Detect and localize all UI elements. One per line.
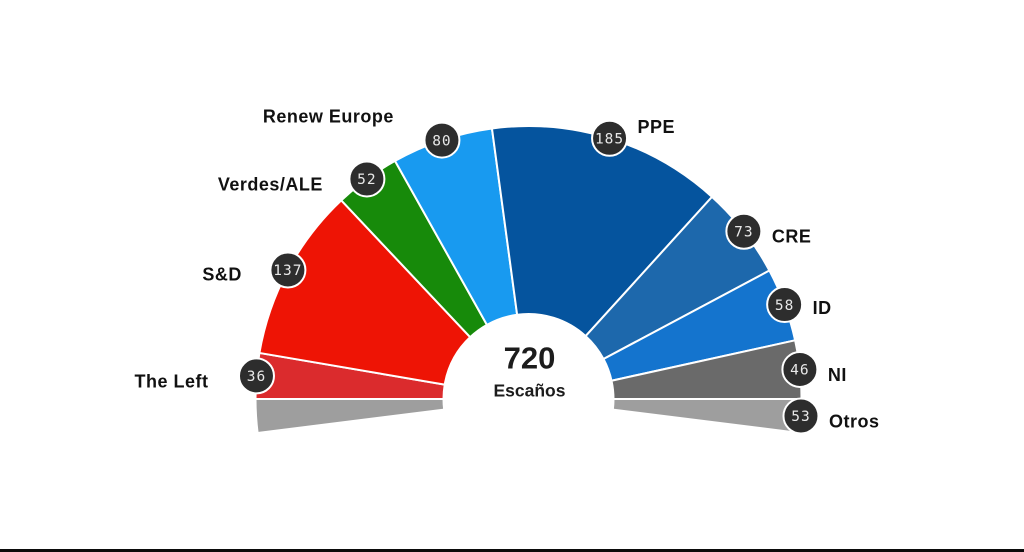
party-label-renew-europe: Renew Europe bbox=[263, 107, 394, 127]
seat-badge-id bbox=[766, 286, 804, 324]
party-label-verdes-ale: Verdes/ALE bbox=[218, 174, 323, 194]
seat-count-ni: 46 bbox=[790, 363, 809, 379]
badges-group: 36 137 52 80 185 73 58 46 53 bbox=[237, 119, 820, 435]
wedges-group bbox=[254, 125, 803, 434]
wedge-s-d[interactable] bbox=[258, 199, 472, 386]
seat-badge-ni bbox=[781, 350, 819, 388]
party-label-id: ID bbox=[813, 298, 832, 318]
party-label-the-left: The Left bbox=[134, 371, 208, 391]
footer-divider-bar bbox=[0, 549, 1024, 552]
seat-count-the-left: 36 bbox=[247, 369, 266, 385]
wedge-otros[interactable] bbox=[611, 397, 803, 434]
seat-badge-ppe bbox=[591, 119, 629, 157]
seat-count-id: 58 bbox=[775, 298, 794, 314]
seat-badge-renew-europe bbox=[423, 121, 461, 159]
seat-badge-verdes-ale bbox=[348, 160, 386, 198]
seat-count-verdes-ale: 52 bbox=[357, 172, 376, 188]
total-seats-value: 720 bbox=[504, 341, 556, 376]
party-label-ni: NI bbox=[828, 365, 847, 385]
seat-badge-the-left bbox=[237, 357, 275, 395]
seat-badge-cre bbox=[725, 212, 763, 250]
seat-badge-s-d bbox=[269, 251, 307, 289]
seat-count-otros: 53 bbox=[791, 409, 810, 425]
seat-count-cre: 73 bbox=[734, 224, 753, 240]
seat-badge-otros bbox=[782, 397, 820, 435]
labels-group: The Left S&D Verdes/ALE Renew Europe PPE CRE I… bbox=[134, 107, 879, 432]
party-label-otros: Otros bbox=[829, 412, 880, 432]
party-label-cre: CRE bbox=[772, 227, 812, 247]
wedge-ppe[interactable] bbox=[490, 125, 713, 338]
wedge-otros[interactable] bbox=[254, 397, 446, 434]
seat-count-renew-europe: 80 bbox=[432, 133, 451, 149]
party-label-s-d: S&D bbox=[202, 264, 242, 284]
total-seats-caption: Escaños bbox=[494, 381, 566, 401]
seat-count-ppe: 185 bbox=[595, 132, 624, 148]
party-label-ppe: PPE bbox=[638, 117, 676, 137]
seat-count-s-d: 137 bbox=[273, 263, 302, 279]
